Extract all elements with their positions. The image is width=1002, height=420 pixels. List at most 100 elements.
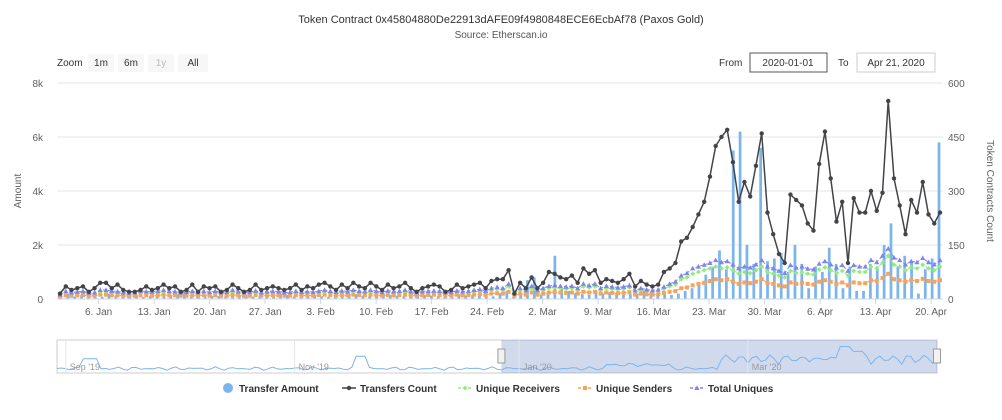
- transfer-amount-bar: [930, 258, 934, 299]
- data-point: [448, 287, 454, 293]
- from-input[interactable]: 2020-01-01: [749, 52, 828, 73]
- zoom-button-1m[interactable]: 1m: [88, 54, 114, 72]
- data-point: [880, 190, 885, 195]
- data-point: [914, 266, 920, 271]
- x-tick-label: 17. Feb: [415, 307, 449, 318]
- data-point: [339, 293, 344, 298]
- transfer-amount-bar: [862, 290, 865, 299]
- data-point: [346, 385, 352, 391]
- data-point: [730, 279, 735, 284]
- data-point: [558, 275, 563, 280]
- data-point: [97, 287, 103, 292]
- data-point: [155, 293, 160, 298]
- data-point: [402, 280, 408, 285]
- data-point: [828, 267, 834, 273]
- transfer-amount-bar: [368, 296, 372, 299]
- data-point: [184, 293, 189, 298]
- data-point: [546, 290, 551, 295]
- zoom-button-all[interactable]: All: [178, 54, 208, 72]
- data-point: [75, 286, 80, 291]
- data-point: [776, 283, 781, 288]
- transfer-amount-bar: [718, 250, 721, 299]
- legend-item-transfers-count[interactable]: Transfers Count: [342, 384, 437, 395]
- data-point: [811, 272, 816, 277]
- data-point: [80, 284, 86, 289]
- data-point: [241, 289, 247, 294]
- data-point: [937, 257, 943, 263]
- data-point: [627, 271, 632, 276]
- data-point: [212, 288, 218, 294]
- data-point: [190, 282, 195, 287]
- data-point: [311, 293, 316, 298]
- navigator-handle-left[interactable]: [497, 348, 506, 364]
- data-point: [74, 289, 80, 294]
- data-point: [172, 284, 178, 289]
- zoom-button-1y[interactable]: 1y: [148, 54, 174, 72]
- data-point: [103, 287, 109, 292]
- data-point: [362, 288, 368, 294]
- data-point: [184, 287, 189, 293]
- data-point: [546, 269, 552, 275]
- data-point: [903, 267, 908, 273]
- data-point: [851, 280, 856, 285]
- data-point: [426, 293, 431, 298]
- data-point: [68, 289, 75, 295]
- data-point: [299, 287, 304, 293]
- x-tick-label: 24. Feb: [470, 307, 504, 318]
- data-point: [678, 273, 684, 278]
- zoom-button-all-label: All: [187, 58, 198, 69]
- legend-item-total-uniques[interactable]: Total Uniques: [690, 384, 774, 395]
- data-point: [707, 279, 712, 283]
- data-point: [932, 279, 937, 284]
- data-point: [621, 290, 626, 295]
- data-point: [454, 288, 460, 293]
- data-point: [69, 287, 74, 293]
- data-point: [626, 282, 633, 288]
- legend-item-unique-receivers[interactable]: Unique Receivers: [458, 384, 560, 395]
- legend-item-transfer-amount[interactable]: Transfer Amount: [223, 383, 319, 395]
- data-point: [587, 290, 592, 295]
- data-point: [673, 289, 678, 294]
- data-point: [592, 281, 598, 286]
- data-point: [293, 282, 299, 287]
- data-point: [132, 289, 137, 294]
- data-point: [926, 266, 931, 271]
- transfer-amount-bar: [615, 293, 618, 299]
- zoom-button-6m[interactable]: 6m: [118, 54, 144, 72]
- data-point: [500, 291, 505, 296]
- data-point: [114, 288, 121, 294]
- transfer-amount-bar: [464, 295, 468, 299]
- navigator-handle-right[interactable]: [933, 348, 941, 364]
- data-point: [305, 284, 310, 289]
- data-point: [684, 235, 690, 240]
- data-point: [845, 273, 851, 278]
- data-point: [472, 292, 477, 297]
- navigator-selection[interactable]: [501, 340, 937, 373]
- data-point: [926, 279, 931, 283]
- data-point: [679, 286, 684, 291]
- to-input[interactable]: Apr 21, 2020: [856, 52, 936, 73]
- data-point: [920, 276, 925, 281]
- data-point: [219, 294, 224, 299]
- data-point: [816, 267, 822, 272]
- data-point: [328, 293, 333, 298]
- data-point: [316, 288, 322, 294]
- data-point: [206, 289, 213, 295]
- legend-item-unique-senders[interactable]: Unique Senders: [578, 384, 673, 395]
- data-point: [673, 260, 678, 266]
- data-point: [109, 286, 114, 291]
- data-point: [431, 288, 437, 293]
- data-point: [540, 280, 546, 285]
- data-point: [189, 288, 195, 294]
- data-point: [264, 286, 270, 291]
- data-point: [564, 290, 569, 295]
- x-tick-label: 20. Jan: [193, 307, 226, 318]
- data-point: [747, 194, 753, 199]
- data-point: [207, 293, 212, 298]
- navigator[interactable]: Sep '19 Nov '19 Jan '20 Mar '20: [56, 339, 941, 374]
- data-point: [299, 293, 304, 298]
- data-point: [161, 292, 166, 297]
- data-point: [788, 268, 793, 274]
- data-point: [224, 293, 229, 298]
- data-point: [304, 288, 310, 294]
